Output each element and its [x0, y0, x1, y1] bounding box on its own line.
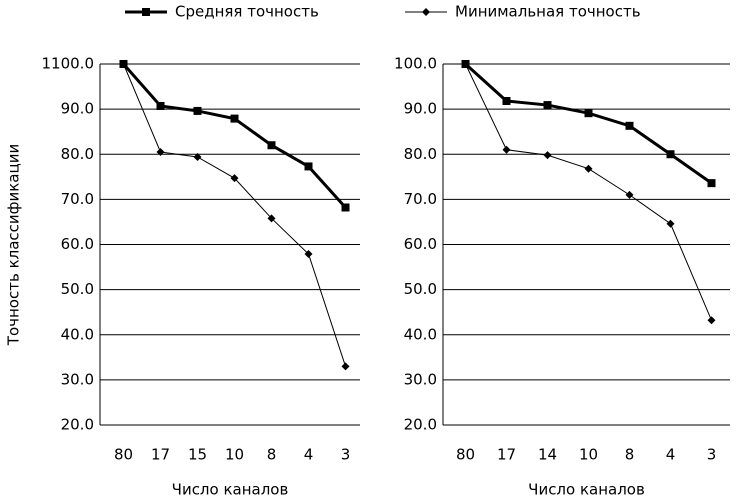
marker	[230, 114, 239, 123]
y-tick-label: 100.0	[394, 55, 437, 73]
marker	[625, 190, 634, 199]
x-tick-label: 3	[707, 446, 717, 464]
marker	[461, 60, 470, 68]
x-tick-label: 10	[579, 446, 598, 464]
marker	[230, 174, 239, 183]
legend-marker	[142, 8, 150, 16]
legend-marker	[422, 8, 430, 16]
y-tick-label: 70.0	[404, 190, 437, 208]
y-tick-label: 40.0	[404, 325, 437, 343]
y-tick-label: 60.0	[404, 235, 437, 253]
y-tick-label: 1100.0	[42, 55, 95, 73]
y-tick-label: 20.0	[404, 416, 437, 434]
marker	[502, 97, 511, 106]
x-tick-label: 3	[341, 446, 351, 464]
marker	[156, 147, 165, 156]
y-tick-label: 30.0	[404, 370, 437, 388]
x-tick-label: 14	[538, 446, 557, 464]
x-tick-label: 15	[188, 446, 207, 464]
x-tick-label: 10	[225, 446, 244, 464]
marker	[156, 101, 165, 110]
y-tick-label: 30.0	[61, 370, 94, 388]
marker	[304, 249, 313, 258]
y-tick-label: 70.0	[61, 190, 94, 208]
y-tick-label: 80.0	[404, 145, 437, 163]
y-tick-label: 90.0	[61, 100, 94, 118]
marker	[543, 101, 552, 110]
x-tick-label: 8	[267, 446, 277, 464]
x-tick-label: 80	[114, 446, 133, 464]
y-tick-label: 50.0	[404, 280, 437, 298]
legend-label: Минимальная точность	[455, 3, 641, 21]
y-tick-label: 40.0	[61, 325, 94, 343]
marker	[707, 316, 716, 325]
marker	[341, 203, 350, 212]
x-axis-label: Число каналов	[528, 481, 645, 499]
y-tick-label: 90.0	[404, 100, 437, 118]
y-axis-label: Точность классификации	[5, 144, 23, 346]
marker	[119, 60, 128, 68]
x-axis-label: Число каналов	[172, 481, 289, 499]
marker	[267, 214, 276, 223]
x-tick-label: 17	[497, 446, 516, 464]
legend-label: Средняя точность	[175, 3, 319, 21]
marker	[193, 106, 202, 115]
marker	[267, 141, 276, 150]
marker	[502, 145, 511, 154]
x-tick-label: 8	[625, 446, 635, 464]
y-tick-label: 20.0	[61, 416, 94, 434]
x-tick-label: 4	[304, 446, 314, 464]
marker	[543, 151, 552, 160]
x-tick-label: 80	[456, 446, 475, 464]
y-tick-label: 80.0	[61, 145, 94, 163]
series-line	[122, 63, 347, 209]
marker	[341, 362, 350, 371]
marker	[584, 109, 593, 118]
x-tick-label: 17	[151, 446, 170, 464]
marker	[666, 219, 675, 228]
series-line	[465, 63, 712, 321]
marker	[304, 162, 313, 171]
x-tick-label: 4	[666, 446, 676, 464]
marker	[193, 152, 202, 161]
marker	[584, 164, 593, 173]
y-tick-label: 50.0	[61, 280, 94, 298]
marker	[625, 121, 634, 130]
marker	[666, 150, 675, 159]
y-tick-label: 60.0	[61, 235, 94, 253]
marker	[707, 179, 716, 188]
